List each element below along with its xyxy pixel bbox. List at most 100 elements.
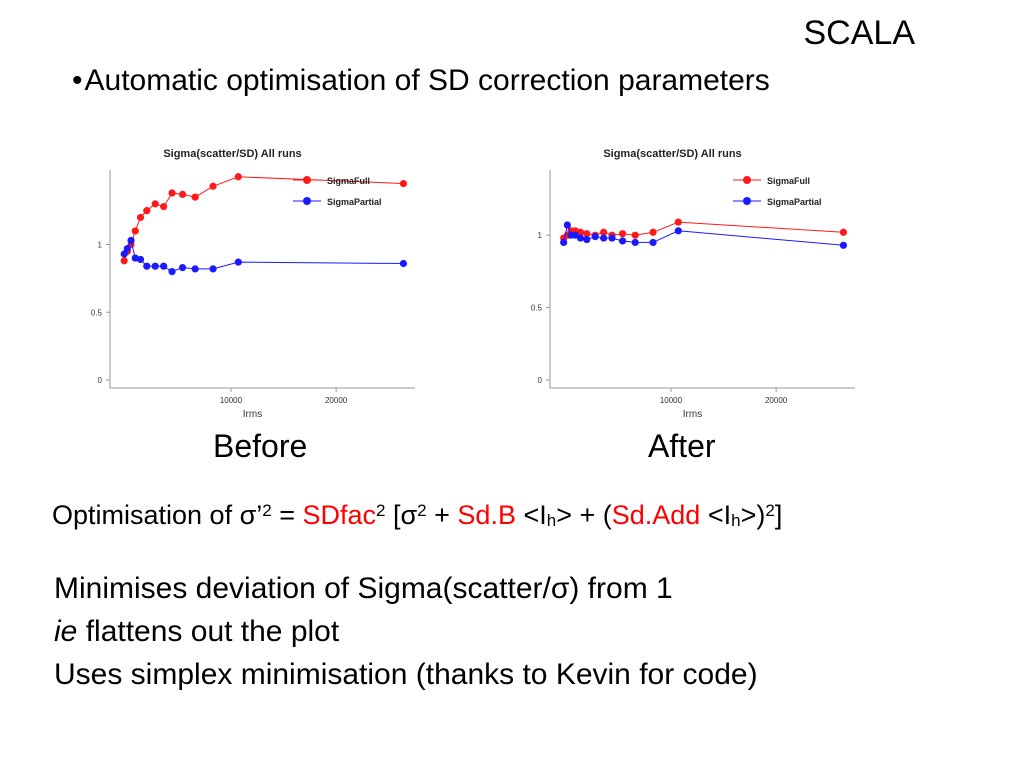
- data-point-sigmapartial: [209, 265, 217, 273]
- formula-ih-open: <I: [515, 500, 547, 530]
- x-tick-label: 10000: [660, 396, 683, 405]
- data-point-sigmapartial: [591, 233, 599, 241]
- data-point-sigmapartial: [563, 221, 571, 229]
- y-tick-label: 0.5: [91, 308, 103, 317]
- data-point-sigmapartial: [608, 234, 616, 242]
- formula-subscript: h: [546, 511, 557, 530]
- data-point-sigmafull: [583, 230, 591, 238]
- data-point-sigmapartial: [583, 235, 591, 244]
- data-point-sigmafull: [600, 228, 608, 236]
- data-point-sigmapartial: [674, 227, 682, 235]
- legend-label: SigmaPartial: [327, 197, 382, 207]
- formula-ih-close: > + (: [556, 500, 612, 530]
- data-point-sigmapartial: [136, 255, 145, 264]
- data-point-sigmapartial: [399, 259, 408, 268]
- data-point-sigmafull: [131, 227, 139, 235]
- data-point-sigmafull: [209, 182, 217, 190]
- series-line-sigmafull: [123, 176, 404, 261]
- formula-sdadd: Sd.Add: [611, 500, 701, 530]
- chart-after: Sigma(scatter/SD) All runs 0 0.5 1 10000 2000…: [531, 148, 855, 420]
- data-point-sigmafull: [143, 207, 151, 215]
- data-point-sigmapartial: [576, 234, 585, 242]
- data-point-sigmafull: [178, 190, 187, 198]
- data-point-sigmafull: [151, 200, 159, 208]
- data-point-sigmapartial: [191, 265, 199, 273]
- formula-exponent: 2: [765, 501, 775, 520]
- body-line-2: ie flattens out the plot: [54, 615, 339, 649]
- formula-ih-close: >): [740, 500, 766, 530]
- formula-prefix: Optimisation of σ’: [52, 500, 263, 530]
- data-point-sigmapartial: [600, 234, 608, 242]
- data-point-sigmapartial: [649, 238, 657, 247]
- data-point-sigmafull: [168, 189, 176, 197]
- data-point-sigmapartial: [234, 258, 242, 266]
- legend-label: SigmaPartial: [767, 197, 822, 207]
- legend-marker: [303, 197, 311, 205]
- body-line-1: Minimises deviation of Sigma(scatter/σ) …: [54, 572, 673, 605]
- formula-subscript: h: [731, 511, 741, 530]
- legend-label: SigmaFull: [327, 176, 370, 186]
- legend-marker: [743, 176, 751, 184]
- slide-title: SCALA: [803, 14, 916, 52]
- data-point-sigmapartial: [160, 262, 168, 270]
- formula-exponent: 2: [262, 501, 272, 520]
- data-point-sigmafull: [649, 228, 657, 236]
- data-point-sigmafull: [618, 230, 627, 238]
- x-axis-label: Irms: [683, 409, 702, 420]
- data-point-sigmapartial: [143, 262, 151, 270]
- data-point-sigmafull: [191, 193, 199, 201]
- formula-bracket-open: [σ: [385, 500, 418, 530]
- x-tick-label: 10000: [220, 396, 243, 405]
- data-point-sigmafull: [160, 202, 168, 211]
- data-point-sigmapartial: [127, 236, 135, 245]
- data-point-sigmapartial: [618, 237, 627, 245]
- formula-plus: +: [426, 500, 458, 530]
- formula-ih-open: <I: [700, 500, 732, 530]
- data-point-sigmafull: [631, 231, 639, 239]
- data-point-sigmafull: [120, 257, 128, 265]
- chart-title: Sigma(scatter/SD) All runs: [603, 148, 741, 160]
- y-tick-label: 1: [538, 231, 543, 240]
- chart-label-before: Before: [213, 428, 308, 464]
- formula-sdb: Sd.B: [457, 500, 516, 530]
- data-point-sigmapartial: [168, 268, 176, 276]
- body-line-2-emphasis: ie: [54, 615, 78, 648]
- chart-title: Sigma(scatter/SD) All runs: [163, 148, 301, 160]
- data-point-sigmafull: [399, 179, 408, 188]
- bullet-point: •Automatic optimisation of SD correction…: [72, 64, 770, 98]
- formula-bracket-close: ]: [774, 500, 783, 530]
- data-point-sigmapartial: [123, 244, 131, 253]
- data-point-sigmapartial: [178, 263, 187, 272]
- data-point-sigmapartial: [631, 238, 639, 247]
- formula-equals: =: [271, 500, 303, 530]
- data-point-sigmapartial: [839, 241, 848, 249]
- data-point-sigmafull: [136, 213, 145, 222]
- legend-marker: [303, 176, 311, 184]
- legend-label: SigmaFull: [767, 176, 810, 186]
- formula-exponent: 2: [417, 501, 427, 520]
- y-tick-label: 0: [538, 376, 543, 385]
- x-tick-label: 20000: [325, 396, 348, 405]
- y-tick-label: 1: [98, 241, 103, 250]
- data-point-sigmafull: [234, 173, 242, 181]
- bullet-icon: •: [72, 64, 83, 97]
- y-tick-label: 0.5: [531, 304, 543, 313]
- data-point-sigmafull: [839, 228, 848, 236]
- formula: Optimisation of σ’2 = SDfac2 [σ2 + Sd.B …: [52, 500, 782, 531]
- x-tick-label: 20000: [765, 396, 788, 405]
- chart-label-after: After: [648, 428, 716, 464]
- legend-marker: [743, 197, 751, 205]
- data-point-sigmafull: [674, 218, 682, 226]
- bullet-text: Automatic optimisation of SD correction …: [84, 64, 770, 97]
- formula-exponent: 2: [376, 501, 386, 520]
- chart-before: Sigma(scatter/SD) All runs 0 0.5 1 10000 2000…: [91, 148, 415, 420]
- data-point-sigmapartial: [120, 250, 128, 258]
- data-point-sigmapartial: [560, 238, 568, 247]
- data-point-sigmapartial: [571, 231, 579, 239]
- body-line-3: Uses simplex minimisation (thanks to Kev…: [54, 658, 758, 691]
- data-point-sigmapartial: [151, 262, 159, 270]
- data-point-sigmafull: [576, 228, 585, 236]
- body-line-2-text: flattens out the plot: [77, 615, 340, 648]
- y-tick-label: 0: [98, 376, 103, 385]
- formula-sdfac: SDfac: [302, 500, 377, 530]
